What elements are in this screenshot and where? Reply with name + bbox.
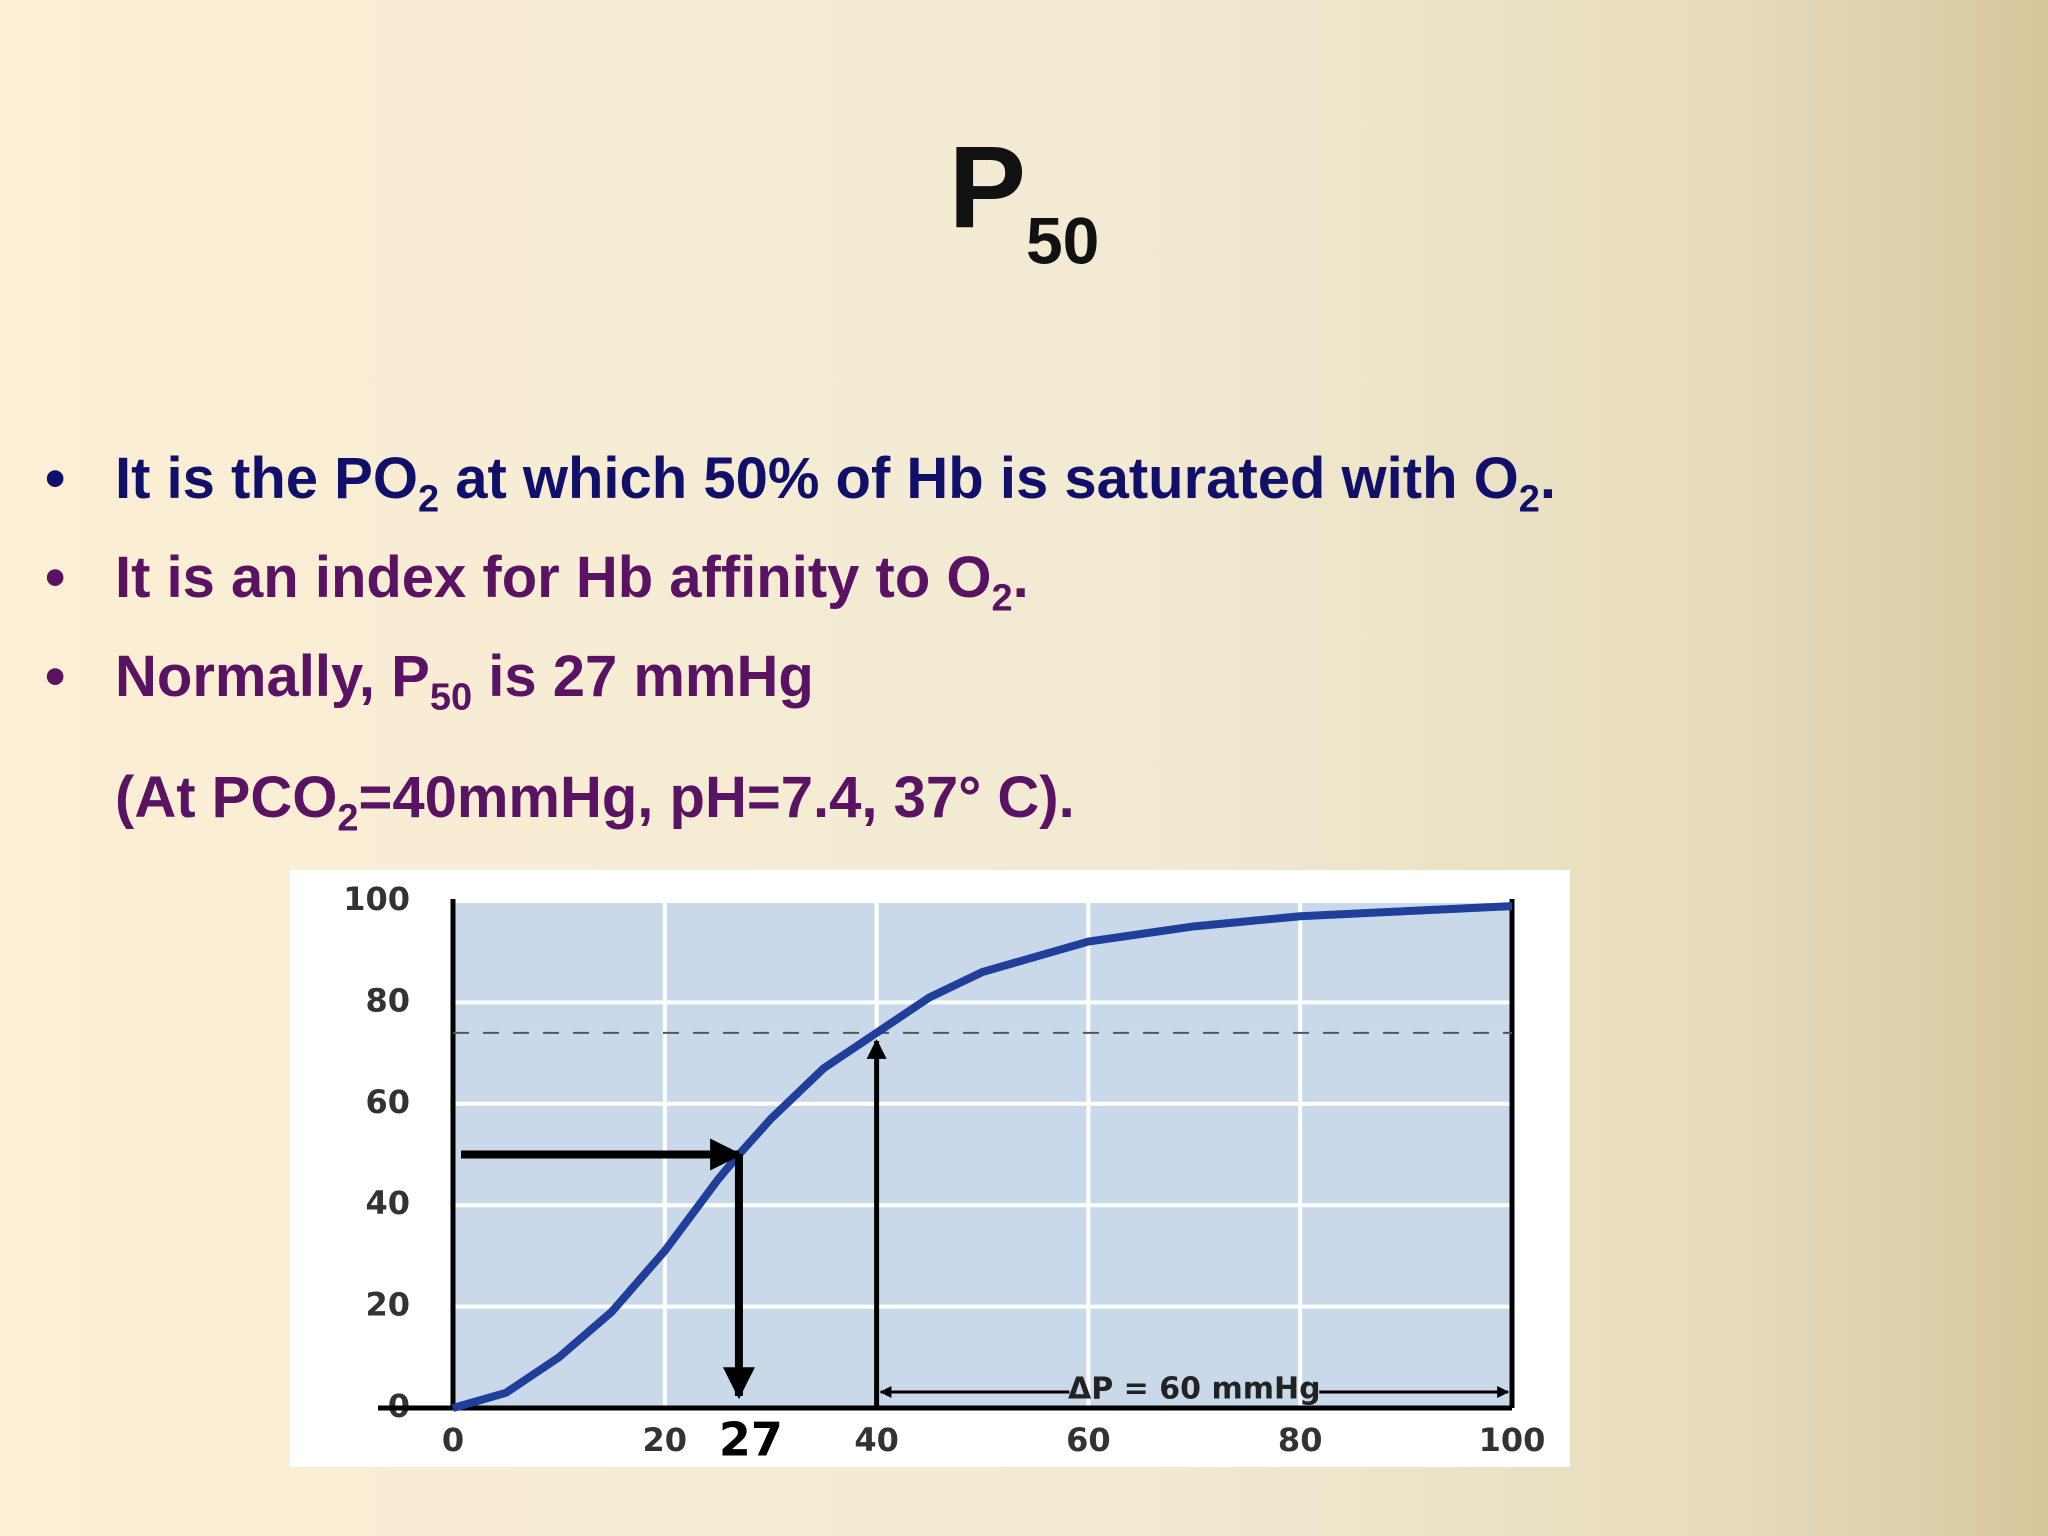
bullet: • It is the PO2 at which 50% of Hb is sat…	[45, 445, 1556, 521]
x-tick-label: 60	[1066, 1421, 1111, 1459]
text-run: =40mmHg, pH=7.4, 37° C).	[358, 765, 1075, 830]
y-tick-label: 80	[365, 981, 410, 1019]
text-run: Normally, P	[115, 644, 430, 709]
curve	[451, 902, 1513, 1412]
p50-label: 27	[719, 1413, 783, 1467]
bullet: • It is an index for Hb affinity to O2.	[45, 544, 1029, 620]
text-run: (At PCO	[115, 765, 338, 830]
note: (At PCO2=40mmHg, pH=7.4, 37° C).	[115, 764, 1075, 840]
subscript: 2	[417, 478, 440, 521]
slide-title: P50	[0, 120, 2048, 278]
text-run: It is the PO	[115, 446, 418, 511]
subscript: 2	[1518, 478, 1540, 521]
y-tick-label: 100	[343, 880, 410, 918]
y-tick-label: 20	[365, 1286, 410, 1324]
text-run: is 27 mmHg	[472, 644, 814, 709]
text-run: .	[1539, 446, 1556, 511]
text-run: at which 50% of Hb is saturated with O	[439, 446, 1519, 511]
subscript: 2	[337, 797, 359, 840]
y-tick-label: 60	[365, 1083, 410, 1121]
text-run: It is an index for Hb affinity to O	[115, 545, 992, 610]
bullet-dot: •	[45, 446, 66, 511]
text-run: .	[1012, 545, 1029, 610]
x-tick-label: 20	[643, 1421, 688, 1459]
bullet-dot: •	[45, 644, 66, 709]
subscript: 2	[991, 577, 1013, 620]
bullet: • Normally, P50 is 27 mmHg	[45, 643, 814, 719]
bullet-dot: •	[45, 545, 66, 610]
y-tick-label: 40	[365, 1184, 410, 1222]
x-tick-label: 100	[1479, 1421, 1546, 1459]
x-tick-label: 0	[442, 1421, 464, 1459]
delta-label: ΔP = 60 mmHg	[1068, 1372, 1321, 1407]
subscript: 50	[429, 676, 473, 719]
x-tick-label: 80	[1278, 1421, 1323, 1459]
x-tick-label: 40	[854, 1421, 899, 1459]
text-run: P	[948, 122, 1026, 252]
subscript: 50	[1025, 203, 1100, 278]
